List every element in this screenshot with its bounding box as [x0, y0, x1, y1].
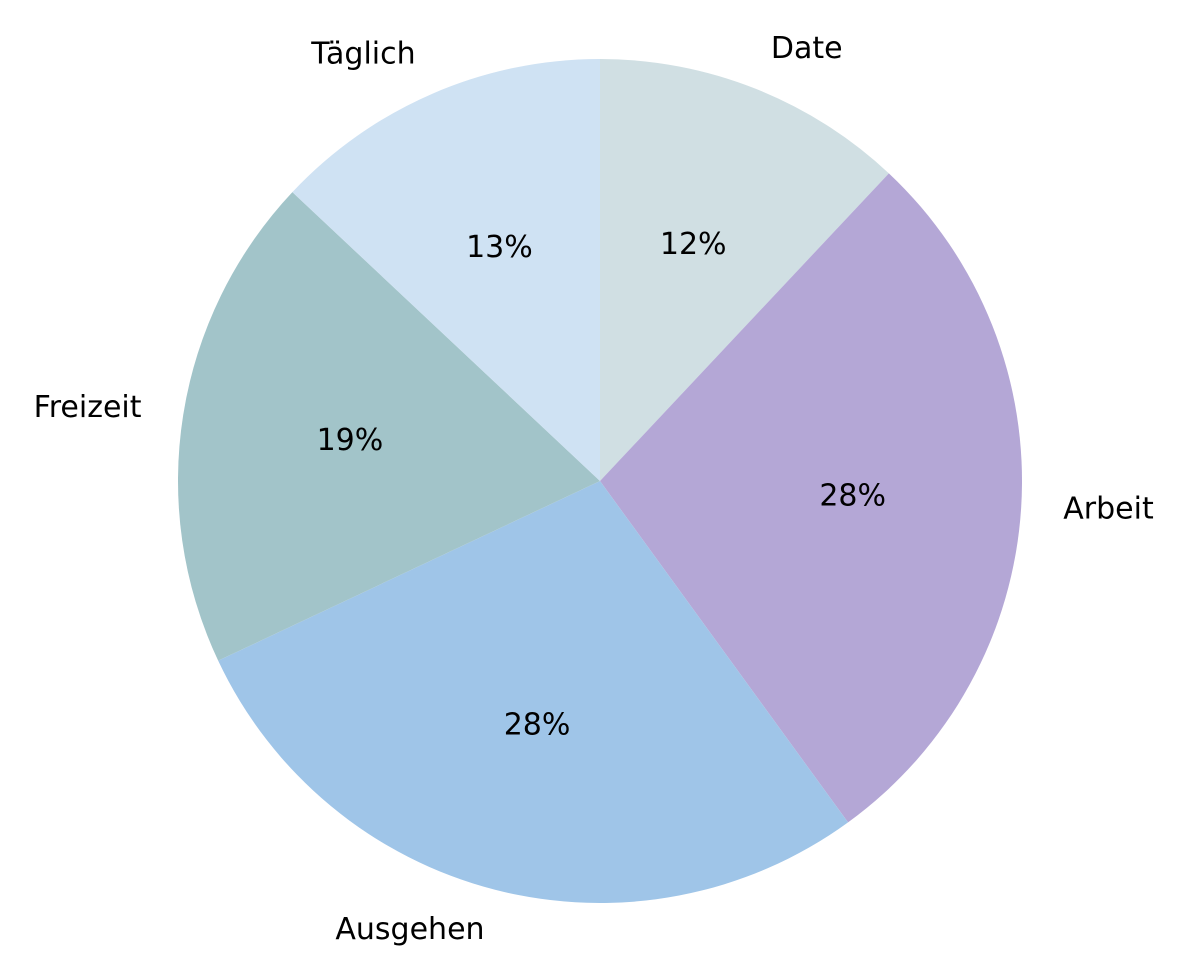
slice-label: Freizeit	[34, 390, 142, 425]
pie-slice	[600, 59, 889, 481]
percent-label: 28%	[504, 708, 571, 743]
percent-label: 28%	[819, 478, 886, 513]
pie-slice	[178, 192, 600, 661]
percent-label: 19%	[317, 423, 384, 458]
slice-label: Täglich	[310, 36, 415, 71]
pie-slice	[218, 481, 849, 903]
slice-label: Date	[771, 31, 843, 66]
slice-label: Ausgehen	[335, 912, 484, 947]
pie-slice	[292, 59, 600, 481]
slice-label: Arbeit	[1063, 492, 1154, 527]
percent-label: 13%	[466, 230, 533, 265]
pie-slice	[600, 173, 1022, 823]
percent-label: 12%	[660, 227, 727, 262]
